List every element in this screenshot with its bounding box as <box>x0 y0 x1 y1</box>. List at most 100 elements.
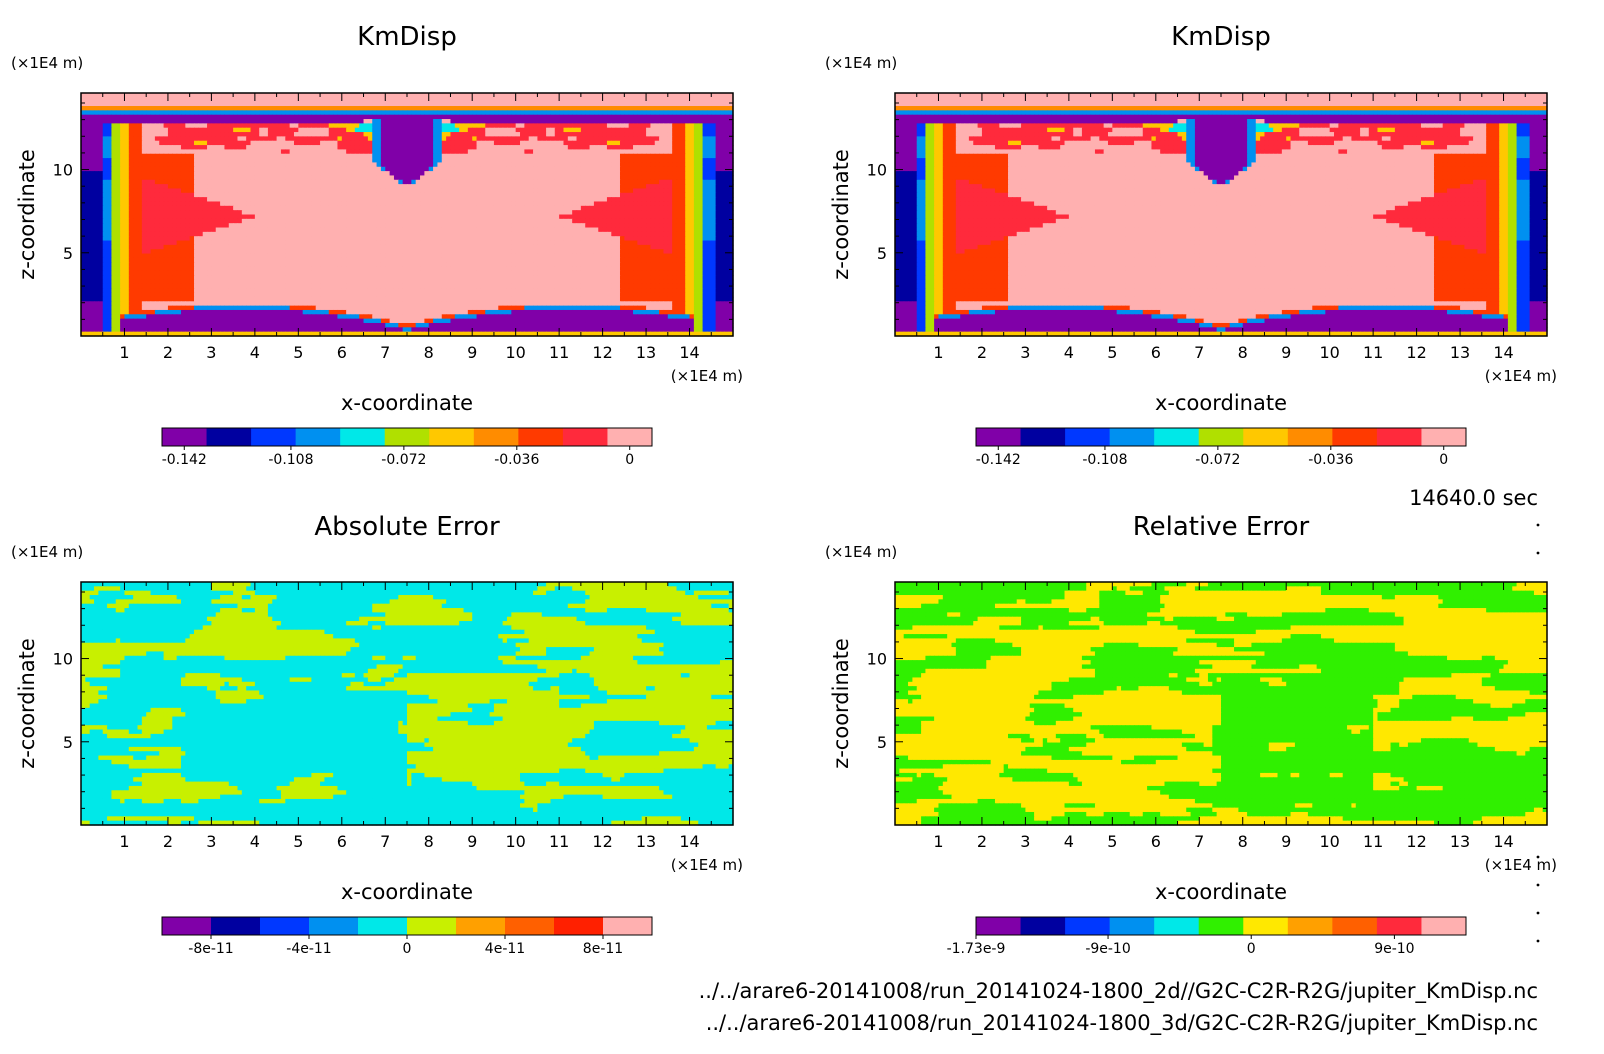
heatmap-cell <box>328 140 334 146</box>
heatmap-cell <box>276 158 282 164</box>
heatmap-cell <box>111 223 117 229</box>
heatmap-cell <box>498 123 504 129</box>
heatmap-cell <box>719 201 725 207</box>
heatmap-cell <box>602 210 608 216</box>
heatmap-cell <box>424 205 430 211</box>
heatmap-cell <box>137 119 143 124</box>
heatmap-cell <box>593 201 599 207</box>
heatmap-cell <box>363 218 369 224</box>
heatmap-cell <box>450 227 456 233</box>
heatmap-cell <box>111 93 117 98</box>
heatmap-cell <box>363 123 369 129</box>
heatmap-cell <box>367 101 373 107</box>
heatmap-cell <box>506 223 512 229</box>
heatmap-cell <box>498 205 504 211</box>
heatmap-cell <box>176 123 182 129</box>
heatmap-cell <box>346 101 352 107</box>
heatmap-cell <box>185 110 191 116</box>
heatmap-cell <box>646 106 652 111</box>
heatmap-cell <box>133 166 139 172</box>
heatmap-cell <box>407 97 412 103</box>
heatmap-cell <box>511 218 517 224</box>
heatmap-cell <box>215 179 221 185</box>
heatmap-cell <box>624 201 630 207</box>
heatmap-cell <box>515 214 521 220</box>
heatmap-cell <box>728 223 734 229</box>
heatmap-cell <box>107 132 113 137</box>
heatmap-cell <box>550 119 556 124</box>
heatmap-cell <box>280 223 286 229</box>
heatmap-cell <box>198 205 204 211</box>
heatmap-cell <box>441 184 447 190</box>
heatmap-cell <box>719 136 725 142</box>
heatmap-cell <box>254 236 260 242</box>
heatmap-cell <box>133 201 139 207</box>
heatmap-cell <box>650 205 656 211</box>
heatmap-cell <box>228 197 234 203</box>
heatmap-cell <box>637 231 643 237</box>
heatmap-cell <box>550 231 556 237</box>
heatmap-cell <box>328 119 334 124</box>
heatmap-cell <box>659 188 665 194</box>
heatmap-cell <box>480 192 486 198</box>
heatmap-cell <box>272 97 278 103</box>
heatmap-cell <box>511 119 517 124</box>
heatmap-cell <box>624 110 630 116</box>
heatmap-cell <box>354 218 360 224</box>
heatmap-cell <box>333 184 339 190</box>
heatmap-cell <box>619 158 625 164</box>
heatmap-cell <box>563 101 569 107</box>
heatmap-cell <box>120 214 126 220</box>
heatmap-cell <box>498 214 504 220</box>
heatmap-cell <box>246 188 252 194</box>
heatmap-cell <box>259 145 265 151</box>
heatmap-cell <box>546 218 552 224</box>
heatmap-cell <box>363 210 369 216</box>
heatmap-cell <box>611 127 617 133</box>
heatmap-cell <box>302 175 308 181</box>
heatmap-cell <box>485 188 491 194</box>
heatmap-cell <box>719 149 725 155</box>
heatmap-cell <box>476 93 482 98</box>
heatmap-cell <box>402 179 408 185</box>
heatmap-cell <box>441 201 447 207</box>
heatmap-cell <box>633 97 638 103</box>
heatmap-cell <box>194 179 199 185</box>
heatmap-cell <box>211 101 217 107</box>
heatmap-cell <box>259 114 265 120</box>
heatmap-cell <box>663 214 669 220</box>
heatmap-cell <box>302 119 308 124</box>
heatmap-cell <box>585 110 591 116</box>
heatmap-cell <box>285 136 291 142</box>
heatmap-cell <box>646 136 652 142</box>
heatmap-cell <box>285 223 291 229</box>
heatmap-cell <box>567 132 573 137</box>
heatmap-cell <box>224 158 230 164</box>
heatmap-cell <box>189 145 195 151</box>
heatmap-cell <box>589 231 595 237</box>
heatmap-cell <box>207 132 212 137</box>
heatmap-cell <box>489 136 495 142</box>
heatmap-cell <box>263 140 269 146</box>
heatmap-cell <box>472 149 478 155</box>
heatmap-cell <box>337 231 343 237</box>
heatmap-cell <box>567 145 573 151</box>
heatmap-cell <box>463 179 469 185</box>
heatmap-cell <box>459 205 465 211</box>
heatmap-cell <box>693 214 699 220</box>
heatmap-cell <box>624 166 630 172</box>
heatmap-cell <box>307 175 312 181</box>
heatmap-cell <box>376 214 382 220</box>
heatmap-cell <box>489 149 495 155</box>
heatmap-cell <box>415 132 421 137</box>
heatmap-cell <box>307 93 312 98</box>
heatmap-cell <box>320 140 326 146</box>
heatmap-cell <box>246 145 252 151</box>
heatmap-cell <box>437 179 443 185</box>
heatmap-cell <box>315 97 321 103</box>
heatmap-cell <box>346 188 352 194</box>
heatmap-cell <box>111 140 117 146</box>
heatmap-cell <box>667 166 673 172</box>
heatmap-cell <box>589 171 595 177</box>
heatmap-cell <box>363 145 369 151</box>
